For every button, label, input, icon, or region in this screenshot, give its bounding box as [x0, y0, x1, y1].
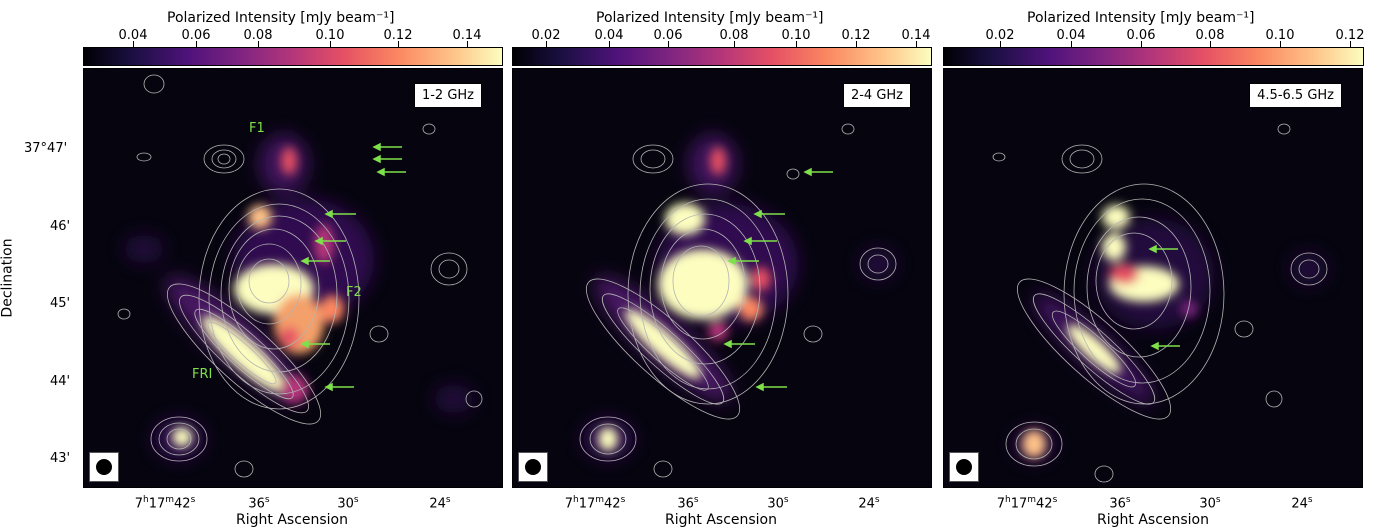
colorbar-1-tick: 0.10	[315, 28, 345, 43]
colorbar-2-tick: 0.12	[841, 28, 871, 43]
source-label-fri: FRI	[192, 367, 213, 382]
colorbar-2	[512, 47, 932, 66]
colorbar-3	[943, 47, 1364, 66]
colorbar-1-tick: 0.14	[452, 28, 482, 43]
x-axis-label: Right Ascension	[1097, 512, 1209, 528]
colorbar-3-tick: 0.06	[1126, 28, 1156, 43]
panel-2-image: 2-4 GHz	[512, 68, 932, 488]
source-label-f2: F2	[346, 285, 362, 300]
colorbar-3-tick: 0.02	[985, 28, 1015, 43]
y-tick: 44'	[50, 374, 71, 389]
x-tick: 36s	[248, 495, 270, 512]
colorbar-1-tick: 0.12	[383, 28, 413, 43]
colorbar-3-tick: 0.12	[1335, 28, 1365, 43]
x-tick: 30s	[1199, 495, 1221, 512]
x-tick: 7h17m42s	[564, 495, 626, 512]
colorbar-title-2: Polarized Intensity [mJy beam⁻¹]	[596, 10, 823, 26]
colorbar-1	[83, 47, 503, 66]
beam-icon	[518, 452, 548, 482]
colorbar-title-3-text: Polarized Intensity [mJy beam⁻¹]	[1027, 10, 1255, 26]
y-tick: 43'	[50, 451, 71, 466]
y-tick: 37°47'	[24, 141, 68, 156]
x-tick: 36s	[677, 495, 699, 512]
panel-1-image: F1 F2 FRI 1-2 GHz	[83, 68, 503, 488]
colorbar-3-tick: 0.08	[1195, 28, 1225, 43]
colorbar-2-tick: 0.04	[594, 28, 624, 43]
colorbar-title-2-text: Polarized Intensity [mJy beam⁻¹]	[596, 10, 824, 26]
x-tick: 24s	[858, 495, 880, 512]
frequency-label-2: 2-4 GHz	[842, 83, 911, 108]
colorbar-title-3: Polarized Intensity [mJy beam⁻¹]	[1027, 10, 1254, 26]
colorbar-1-tick: 0.04	[118, 28, 148, 43]
colorbar-2-tick: 0.02	[531, 28, 561, 43]
x-tick: 7h17m42s	[134, 495, 196, 512]
x-tick: 30s	[767, 495, 789, 512]
colorbar-2-tick: 0.10	[781, 28, 811, 43]
beam-icon	[89, 452, 119, 482]
colorbar-title-1: Polarized Intensity [mJy beam⁻¹]	[167, 10, 394, 26]
x-tick: 24s	[1291, 495, 1313, 512]
frequency-label-3: 4.5-6.5 GHz	[1249, 83, 1342, 108]
colorbar-2-tick: 0.06	[653, 28, 683, 43]
y-tick: 45'	[50, 296, 71, 311]
x-tick: 36s	[1109, 495, 1131, 512]
source-label-f1: F1	[249, 121, 265, 136]
colorbar-1-tick: 0.06	[181, 28, 211, 43]
colorbar-2-tick: 0.08	[719, 28, 749, 43]
x-tick: 7h17m42s	[996, 495, 1058, 512]
panel-3-image: 4.5-6.5 GHz	[943, 68, 1363, 488]
colorbar-2-tick: 0.14	[901, 28, 931, 43]
colorbar-3-tick: 0.10	[1265, 28, 1295, 43]
x-axis-label: Right Ascension	[665, 512, 777, 528]
colorbar-1-tick: 0.08	[243, 28, 273, 43]
x-tick: 24s	[429, 495, 451, 512]
x-tick: 30s	[337, 495, 359, 512]
frequency-label-1: 1-2 GHz	[413, 83, 482, 108]
y-tick: 46'	[50, 219, 71, 234]
beam-icon	[949, 452, 979, 482]
colorbar-3-tick: 0.04	[1056, 28, 1086, 43]
colorbar-title-1-text: Polarized Intensity [mJy beam⁻¹]	[167, 10, 395, 26]
y-axis-label: Declination	[0, 238, 16, 318]
x-axis-label: Right Ascension	[236, 512, 348, 528]
